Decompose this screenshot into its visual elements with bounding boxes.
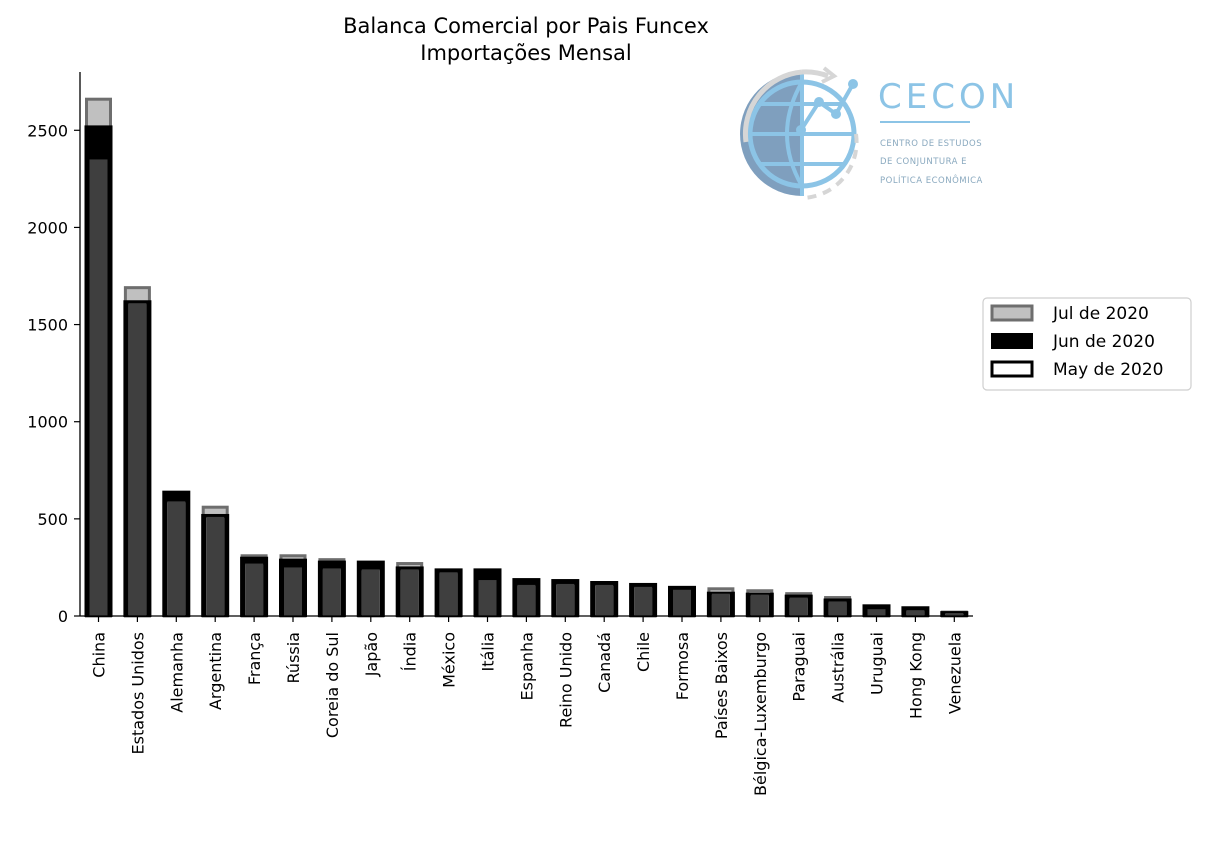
legend-swatch-jul-de-2020 (990, 304, 1034, 322)
x-tick-label-coreia-do-sul: Coreia do Sul (323, 632, 342, 738)
bar-overlap-canada (595, 584, 614, 616)
bar-overlap-coreia-do-sul (322, 568, 341, 616)
x-axis-ticks: China Estados Unidos Alemanha Argentina Fran… (90, 616, 964, 796)
chart-title: Balanca Comercial por Pais Funcex (343, 14, 709, 38)
legend-label-may-de-2020: May de 2020 (1053, 360, 1163, 380)
y-tick-label: 1500 (27, 316, 68, 335)
legend-frame (982, 297, 1192, 391)
y-axis-ticks: 0 500 1000 1500 2000 2500 (27, 121, 80, 626)
bar-overlap-australia (828, 601, 847, 616)
x-tick-label-russia: Rússia (284, 632, 303, 683)
bar-overlap-franca (245, 563, 264, 616)
bars-layer (84, 97, 969, 618)
logo-subtitle-line-3: POLÍTICA ECONÔMICA (880, 174, 983, 186)
bar-overlap-china (89, 159, 108, 616)
x-tick-label-argentina: Argentina (206, 632, 225, 710)
legend-label-jul-de-2020: Jul de 2020 (1052, 304, 1149, 324)
bar-overlap-alemanha (167, 501, 186, 616)
x-tick-label-hong-kong: Hong Kong (906, 632, 925, 719)
x-tick-label-japao: Japão (362, 632, 381, 677)
bar-overlap-belgica-luxemburgo (750, 594, 769, 616)
logo-subtitle-line-1: CENTRO DE ESTUDOS (880, 139, 982, 149)
bar-overlap-uruguai (867, 609, 886, 616)
x-tick-label-paraguai: Paraguai (790, 632, 809, 702)
logo-title: CECON (878, 77, 1019, 117)
x-tick-label-franca: França (245, 632, 264, 685)
x-tick-label-mexico: México (440, 632, 459, 688)
x-tick-label-belgica-luxemburgo: Bélgica-Luxemburgo (751, 632, 770, 796)
bar-overlap-estados-unidos (128, 303, 147, 616)
x-tick-label-australia: Austrália (829, 632, 848, 703)
x-tick-label-uruguai: Uruguai (868, 632, 887, 695)
x-tick-label-reino-unido: Reino Unido (556, 632, 575, 728)
x-tick-label-formosa: Formosa (673, 632, 692, 700)
x-tick-label-espanha: Espanha (517, 632, 536, 701)
x-tick-label-venezuela: Venezuela (945, 632, 964, 714)
x-tick-label-alemanha: Alemanha (167, 632, 186, 713)
x-tick-label-italia: Itália (479, 632, 498, 672)
x-tick-label-india: Índia (401, 632, 420, 671)
y-tick-label: 2500 (27, 121, 68, 140)
bar-overlap-espanha (517, 584, 536, 616)
bar-overlap-paises-baixos (711, 593, 730, 616)
cecon-logo: CECON CENTRO DE ESTUDOS DE CONJUNTURA E … (740, 66, 1019, 200)
bar-overlap-argentina (206, 516, 225, 616)
bar-overlap-india (400, 569, 419, 616)
bar-overlap-reino-unido (556, 583, 575, 616)
legend-label-jun-de-2020: Jun de 2020 (1052, 332, 1155, 352)
x-tick-label-estados-unidos: Estados Unidos (128, 632, 147, 754)
chart-subtitle: Importações Mensal (420, 41, 632, 65)
bar-overlap-italia (478, 580, 497, 616)
y-tick-label: 2000 (27, 218, 68, 237)
bar-overlap-japao (361, 569, 380, 616)
logo-arrow-icon (821, 66, 838, 84)
x-tick-label-canada: Canadá (595, 632, 614, 693)
y-tick-label: 0 (58, 607, 68, 626)
bar-overlap-hong-kong (906, 610, 925, 616)
logo-subtitle-line-2: DE CONJUNTURA E (880, 157, 967, 167)
y-tick-label: 1000 (27, 413, 68, 432)
x-tick-label-chile: Chile (634, 632, 653, 672)
legend-swatch-may-de-2020 (990, 360, 1034, 378)
x-tick-label-paises-baixos: Países Baixos (712, 632, 731, 739)
x-tick-label-china: China (90, 632, 109, 678)
legend: Jul de 2020 Jun de 2020 May de 2020 (982, 297, 1192, 391)
bar-overlap-mexico (439, 572, 458, 616)
bar-overlap-russia (284, 567, 302, 616)
bar-overlap-venezuela (945, 613, 964, 616)
bar-overlap-paraguai (789, 597, 808, 616)
logo-trend-line-icon (799, 83, 855, 132)
legend-swatch-jun-de-2020 (991, 333, 1033, 349)
bar-overlap-formosa (673, 589, 691, 616)
y-tick-label: 500 (37, 510, 68, 529)
bar-overlap-chile (634, 586, 653, 616)
